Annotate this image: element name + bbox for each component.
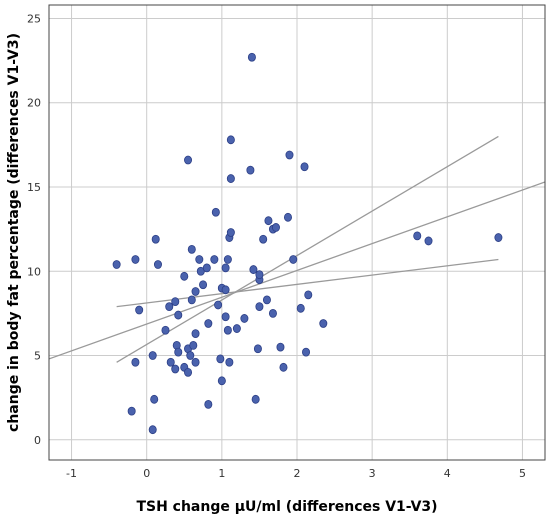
x-tick-label: 2 xyxy=(294,467,301,480)
y-axis-label: change in body fat percentage (differenc… xyxy=(6,33,22,432)
data-point xyxy=(262,295,271,305)
upper-bound-line xyxy=(116,135,499,363)
x-tick-label: 5 xyxy=(519,467,526,480)
data-point xyxy=(223,325,232,335)
y-tick-label: 10 xyxy=(27,265,41,278)
data-point xyxy=(255,302,264,312)
data-point xyxy=(174,310,183,320)
data-point xyxy=(240,314,249,323)
fit-line xyxy=(49,181,545,360)
y-tick-label: 20 xyxy=(27,97,41,110)
data-point xyxy=(232,324,241,333)
data-point xyxy=(153,260,162,269)
data-point xyxy=(214,300,223,310)
data-point xyxy=(127,406,136,416)
data-point xyxy=(161,325,170,335)
data-point xyxy=(165,302,174,312)
data-point xyxy=(226,228,235,237)
data-point xyxy=(494,233,503,242)
data-point xyxy=(268,308,277,318)
y-tick-label: 15 xyxy=(27,181,41,194)
x-tick-label: 0 xyxy=(143,467,150,480)
data-point xyxy=(246,165,255,175)
data-point xyxy=(191,287,200,296)
data-point xyxy=(226,135,235,145)
data-point xyxy=(204,319,213,328)
data-point xyxy=(189,341,198,350)
data-point xyxy=(199,280,208,290)
data-point xyxy=(186,351,195,360)
y-tick-label: 5 xyxy=(34,350,41,363)
data-point xyxy=(271,223,280,232)
data-point xyxy=(191,357,200,367)
data-point xyxy=(221,285,230,295)
data-point xyxy=(210,255,219,264)
data-point xyxy=(171,297,180,306)
data-point xyxy=(187,244,196,254)
data-point xyxy=(171,364,180,374)
x-tick-label: -1 xyxy=(66,467,77,480)
y-tick-label: 0 xyxy=(34,434,41,447)
data-point xyxy=(424,236,433,246)
data-point xyxy=(255,270,264,280)
data-point xyxy=(296,303,305,313)
data-point xyxy=(302,347,311,357)
x-tick-label: 3 xyxy=(369,467,376,480)
data-point xyxy=(225,357,234,367)
data-point xyxy=(221,312,230,322)
data-point xyxy=(151,234,160,244)
tick-labels-layer: -1 0 1 2 3 4 5 0 5 10 15 20 25 xyxy=(27,12,526,480)
data-point xyxy=(148,425,157,435)
x-axis-label: TSH change µU/ml (differences V1-V3) xyxy=(136,499,437,515)
data-point xyxy=(289,255,298,264)
points-layer xyxy=(112,52,503,435)
plot-frame xyxy=(48,4,546,461)
data-point xyxy=(226,174,235,183)
data-point xyxy=(174,347,183,357)
data-point xyxy=(131,357,140,367)
data-point xyxy=(276,342,285,352)
data-point xyxy=(253,344,262,354)
y-tick-label: 25 xyxy=(27,12,41,25)
data-point xyxy=(195,255,204,264)
data-point xyxy=(264,216,273,226)
data-point xyxy=(131,255,140,264)
data-point xyxy=(150,394,159,404)
data-point xyxy=(249,265,258,274)
data-point xyxy=(204,399,213,409)
lower-bound-line xyxy=(116,258,499,308)
data-point xyxy=(166,357,175,367)
data-point xyxy=(211,207,220,217)
grid-layer xyxy=(49,5,545,460)
data-point xyxy=(187,295,196,305)
data-point xyxy=(283,212,292,222)
data-point xyxy=(300,162,309,172)
data-point xyxy=(112,260,121,269)
data-point xyxy=(221,263,230,273)
data-point xyxy=(413,231,422,241)
data-point xyxy=(259,234,268,244)
data-point xyxy=(247,52,256,62)
data-point xyxy=(304,290,313,300)
data-point xyxy=(148,351,157,360)
data-point xyxy=(285,150,294,160)
data-point xyxy=(251,394,260,404)
data-point xyxy=(184,367,193,377)
x-tick-label: 1 xyxy=(218,467,225,480)
data-point xyxy=(135,305,144,315)
data-point xyxy=(279,362,288,372)
data-point xyxy=(217,376,226,386)
data-point xyxy=(191,329,200,339)
data-point xyxy=(202,263,211,273)
data-point xyxy=(319,319,328,328)
data-point xyxy=(184,155,193,165)
data-point xyxy=(180,271,189,281)
data-point xyxy=(223,255,232,264)
data-point xyxy=(216,354,225,364)
fit-lines-layer xyxy=(49,135,545,363)
x-tick-label: 4 xyxy=(444,467,451,480)
